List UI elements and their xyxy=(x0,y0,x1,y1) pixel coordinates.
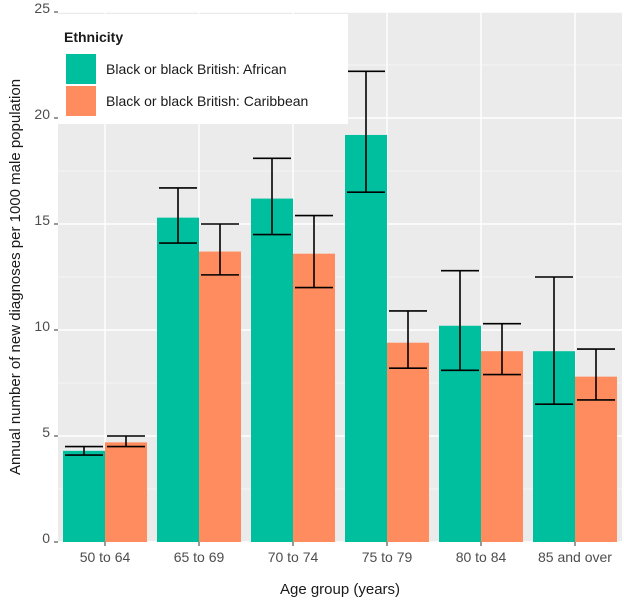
legend: Ethnicity Black or black British: Africa… xyxy=(58,14,348,124)
y-tick-label: 20 xyxy=(34,106,50,122)
bar xyxy=(293,253,335,542)
legend-key-african xyxy=(66,54,96,84)
bar xyxy=(199,251,241,542)
legend-key-caribbean xyxy=(66,86,96,116)
bar xyxy=(345,134,387,542)
y-tick-label: 10 xyxy=(34,318,50,334)
legend-label-caribbean: Black or black British: Caribbean xyxy=(106,93,308,109)
y-tick-label: 25 xyxy=(34,0,50,16)
x-tick-label: 70 to 74 xyxy=(268,549,319,565)
x-tick-label: 50 to 64 xyxy=(80,549,131,565)
bar xyxy=(105,442,147,542)
bar xyxy=(575,376,617,542)
legend-title: Ethnicity xyxy=(64,29,123,45)
x-tick-label: 85 and over xyxy=(538,549,612,565)
legend-label-african: Black or black British: African xyxy=(106,61,287,77)
bar xyxy=(251,198,293,542)
x-tick-label: 65 to 69 xyxy=(174,549,225,565)
bar xyxy=(63,450,105,542)
bar xyxy=(481,351,523,542)
error-bars xyxy=(65,70,615,456)
y-tick-label: 15 xyxy=(34,212,50,228)
y-tick-label: 0 xyxy=(42,530,50,546)
x-axis-ticks: 50 to 64 65 to 69 70 to 74 75 to 79 80 to 84… xyxy=(80,542,612,565)
x-tick-label: 80 to 84 xyxy=(456,549,507,565)
y-tick-label: 5 xyxy=(42,424,50,440)
x-axis-title: Age group (years) xyxy=(280,581,400,598)
bars xyxy=(63,134,617,542)
y-axis-title: Annual number of new diagnoses per 1000 … xyxy=(7,79,24,475)
bar xyxy=(387,342,429,542)
legend-background xyxy=(58,14,348,124)
y-axis-ticks: 0 5 10 15 20 25 xyxy=(34,0,58,546)
x-tick-label: 75 to 79 xyxy=(362,549,413,565)
bar xyxy=(157,217,199,542)
